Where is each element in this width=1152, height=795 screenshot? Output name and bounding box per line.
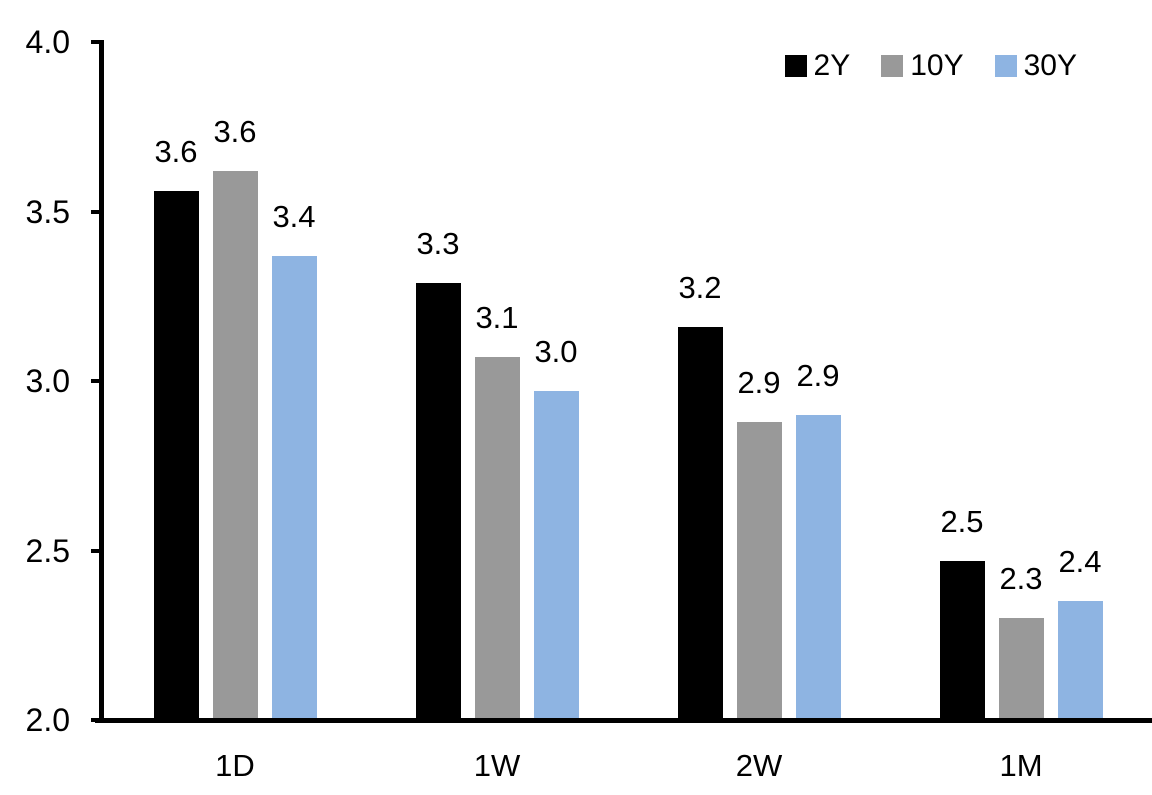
y-tick-label: 2.5 bbox=[25, 532, 70, 569]
bar-value-label: 3.4 bbox=[272, 198, 316, 234]
y-tick-label: 3.0 bbox=[25, 363, 70, 399]
bar-value-label: 3.1 bbox=[475, 300, 519, 336]
legend-marker-icon bbox=[881, 55, 904, 77]
x-category-label: 1D bbox=[215, 748, 255, 783]
bar-value-label: 3.6 bbox=[213, 113, 257, 149]
y-tick-label: 3.5 bbox=[25, 193, 70, 230]
y-tick-mark bbox=[91, 379, 103, 383]
bar-10Y-1W bbox=[474, 357, 520, 718]
bar-2Y-1D bbox=[153, 191, 199, 718]
bar-30Y-1D bbox=[271, 255, 317, 718]
y-tick-mark bbox=[91, 209, 103, 214]
bar-value-label: 3.0 bbox=[534, 334, 578, 370]
bar-value-label: 2.4 bbox=[1058, 544, 1102, 580]
bar-value-label: 2.3 bbox=[999, 561, 1043, 597]
bar-10Y-1D bbox=[212, 170, 258, 718]
bar-value-label: 3.2 bbox=[678, 269, 722, 305]
x-category-label: 2W bbox=[735, 748, 783, 783]
y-tick-mark bbox=[91, 40, 103, 44]
legend-label: 30Y bbox=[1023, 49, 1077, 82]
legend-marker-icon bbox=[994, 55, 1017, 77]
y-tick-label: 4.0 bbox=[25, 24, 70, 60]
x-axis-line bbox=[95, 718, 1152, 723]
bar-30Y-2W bbox=[795, 414, 841, 718]
bar-value-label: 2.9 bbox=[737, 364, 781, 400]
legend-label: 10Y bbox=[910, 49, 964, 82]
legend-marker-icon bbox=[784, 55, 807, 77]
y-tick-label: 2.0 bbox=[25, 702, 70, 738]
bar-2Y-1M bbox=[939, 560, 985, 718]
bar-value-label: 2.5 bbox=[940, 503, 984, 539]
legend-item-2Y: 2Y bbox=[784, 49, 851, 82]
y-tick-mark bbox=[91, 548, 103, 553]
legend: 2Y 10Y 30Y bbox=[784, 49, 1077, 82]
bar-2Y-2W bbox=[677, 326, 723, 718]
legend-item-30Y: 30Y bbox=[994, 49, 1077, 82]
x-category-label: 1M bbox=[999, 748, 1043, 783]
bar-value-label: 3.3 bbox=[416, 225, 460, 261]
bar-10Y-1M bbox=[998, 618, 1044, 718]
bar-value-label: 2.9 bbox=[796, 357, 840, 393]
legend-label: 2Y bbox=[813, 49, 851, 82]
bar-30Y-1W bbox=[533, 391, 579, 718]
x-category-label: 1W bbox=[473, 748, 521, 783]
bar-30Y-1M bbox=[1057, 601, 1103, 718]
legend-item-10Y: 10Y bbox=[881, 49, 964, 82]
bar-value-label: 3.6 bbox=[154, 134, 198, 170]
y-tick-mark bbox=[91, 718, 103, 722]
bar-10Y-2W bbox=[736, 421, 782, 718]
bar-2Y-1W bbox=[415, 282, 461, 718]
